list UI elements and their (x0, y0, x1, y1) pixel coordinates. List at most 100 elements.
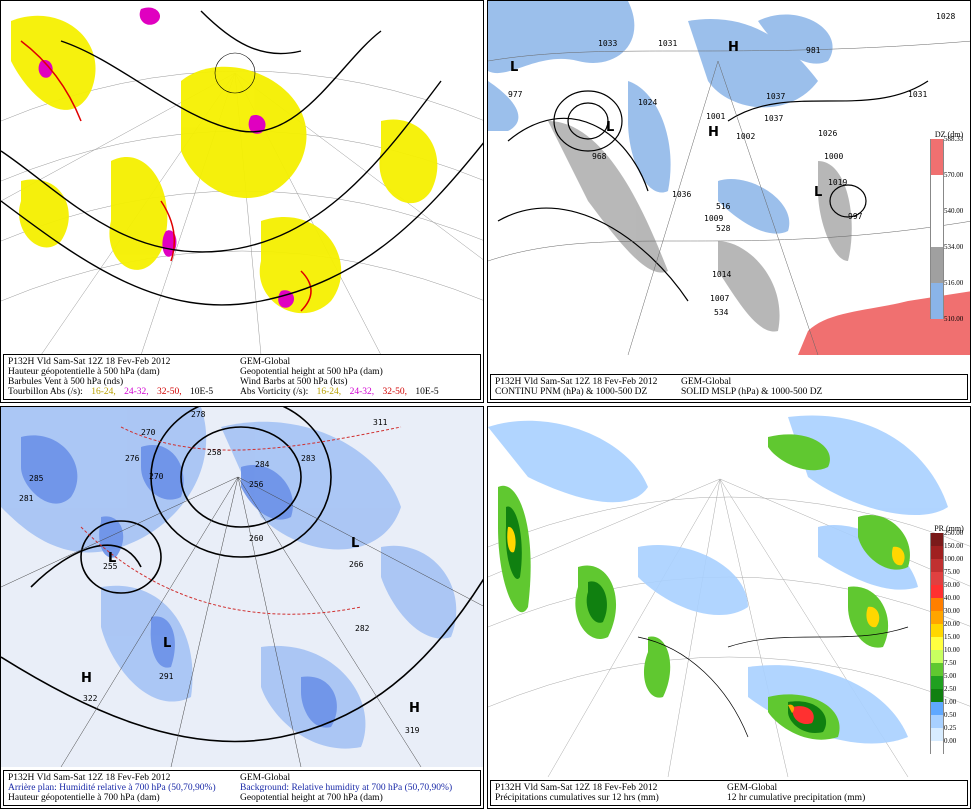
mslp-low-symbol-3: L (510, 60, 518, 75)
rh-low-symbol-1: L (108, 551, 116, 566)
precip-colorbar-label: 75.00 (944, 568, 960, 576)
mslp-line2-en: SOLID MSLP (hPa) & 1000-500 DZ (681, 387, 823, 397)
rh-label-3: 285 (29, 474, 44, 483)
precip-colorbar-step: 0.50 (930, 711, 968, 728)
vort-line4-en: Abs Vorticity (/s): 16-24, 24-32, 32-50,… (240, 387, 439, 397)
rh-label-0: 270 (141, 428, 156, 437)
precip-colorbar-step: 50.00 (930, 581, 968, 598)
precip-colorbar-steps: 250.00 150.00 100.00 75.00 50.00 40.00 30.00 20… (930, 529, 968, 754)
precip-colorbar-swatch (930, 637, 944, 650)
precip-caption: P132H Vld Sam-Sat 12Z 18 Fev-Feb 2012 GE… (490, 780, 968, 806)
rh-label-17: 284 (255, 460, 270, 469)
precip-colorbar-label: 30.00 (944, 607, 960, 615)
rh-label-7: 256 (249, 480, 264, 489)
precip-model: GEM-Global (727, 783, 778, 793)
rh-label-15: 258 (207, 448, 222, 457)
precip-colorbar-step: 1.00 (930, 698, 968, 715)
mslp-label-0: 1033 (598, 39, 617, 48)
rh-label-10: 282 (355, 624, 370, 633)
rh-low-symbol-3: L (351, 536, 359, 551)
thickness-swatch-cold (930, 283, 944, 319)
mslp-label-3: 1026 (818, 129, 837, 138)
mslp-high-symbol-1: H (728, 40, 739, 55)
precip-line2-en: 12 hr cumulative precipitation (mm) (727, 793, 866, 803)
vort-unit-en: 10E-5 (415, 387, 439, 397)
vort-unit: 10E-5 (189, 387, 214, 397)
mslp-caption: P132H Vld Sam-Sat 12Z 18 Fev-Feb 2012 GE… (490, 374, 968, 400)
thickness-label-1: 570.00 (944, 171, 964, 179)
precip-colorbar-label: 1.00 (944, 698, 957, 706)
thickness-swatch-warm (930, 139, 944, 175)
vort-line4-fr: Tourbillon Abs (/s): 16-24, 24-32, 32-50… (8, 387, 213, 397)
precip-colorbar-swatch (930, 598, 944, 611)
thickness-swatch-mid2 (930, 211, 944, 247)
precip-colorbar-swatch (930, 585, 944, 598)
precip-colorbar-label: 5.00 (944, 672, 957, 680)
thickness-label-3: 534.00 (944, 243, 964, 251)
mslp-label-17: 977 (508, 90, 523, 99)
precip-colorbar-step: 2.50 (930, 685, 968, 702)
vort-model: GEM-Global (240, 357, 291, 367)
thickness-swatch-mid (930, 175, 944, 211)
mslp-label-8: 1000 (824, 152, 843, 161)
precip-colorbar-step: 5.00 (930, 672, 968, 689)
precip-colorbar-label: 0.00 (944, 737, 957, 745)
precip-panel: PR (mm) 250.00 150.00 100.00 75.00 50.00 40.0… (487, 406, 971, 809)
vort-range-2-en: 24-32, (349, 387, 375, 397)
mslp-label-15: 1007 (710, 294, 729, 303)
rh-line2-en: Background: Relative humidity at 700 hPa… (240, 783, 453, 793)
rh-line3-en: Geopotential height at 700 hPa (dam) (240, 793, 383, 803)
rh-label-13: 322 (83, 694, 98, 703)
precip-colorbar-label: 15.00 (944, 633, 960, 641)
precip-colorbar-label: 250.00 (944, 529, 964, 537)
mslp-label-12: 968 (592, 152, 607, 161)
precip-colorbar-swatch (930, 663, 944, 676)
precip-colorbar-label: 10.00 (944, 646, 960, 654)
precip-map: PR (mm) 250.00 150.00 100.00 75.00 50.00 40.0… (488, 407, 970, 777)
precip-title: P132H Vld Sam-Sat 12Z 18 Fev-Feb 2012 (495, 783, 658, 793)
precip-colorbar: PR (mm) 250.00 150.00 100.00 75.00 50.00 40.0… (930, 525, 968, 754)
thickness-label-4: 516.00 (944, 279, 964, 287)
rh-model: GEM-Global (240, 773, 291, 783)
mslp-label-18: 981 (806, 46, 821, 55)
precip-colorbar-swatch (930, 676, 944, 689)
mslp-label-4: 1024 (638, 98, 657, 107)
mslp-panel: L H L H L 1033 1031 1028 1026 1024 1037 … (487, 0, 971, 403)
vorticity-panel: P132H Vld Sam-Sat 12Z 18 Fev-Feb 2012 GE… (0, 0, 484, 403)
humidity-caption: P132H Vld Sam-Sat 12Z 18 Fev-Feb 2012 GE… (3, 770, 481, 806)
precip-colorbar-swatch (930, 624, 944, 637)
mslp-thick-0: 516 (716, 202, 731, 211)
rh-label-12: 291 (159, 672, 174, 681)
precip-colorbar-title: PR (mm) (934, 524, 964, 533)
mslp-title: P132H Vld Sam-Sat 12Z 18 Fev-Feb 2012 (495, 377, 658, 387)
precip-colorbar-label: 2.50 (944, 685, 957, 693)
mslp-thick-1: 528 (716, 224, 731, 233)
precip-colorbar-label: 40.00 (944, 594, 960, 602)
precip-colorbar-swatch (930, 572, 944, 585)
humidity-map: L L H H L 270 276 278 285 281 283 311 25… (1, 407, 483, 767)
precip-colorbar-swatch (930, 741, 944, 754)
mslp-label-11: 997 (848, 212, 863, 221)
vort-range-1: 16-24, (91, 387, 116, 397)
thickness-colorbar: DZ (dm) 588.33 570.00 540.00 534.00 516.… (930, 131, 968, 327)
vort-line3-en: Wind Barbs at 500 hPa (kts) (240, 377, 348, 387)
precip-colorbar-step: 100.00 (930, 555, 968, 572)
vort-range-1-en: 16-24, (316, 387, 342, 397)
mslp-label-9: 1009 (704, 214, 723, 223)
precip-colorbar-step: 20.00 (930, 620, 968, 637)
precip-colorbar-swatch (930, 546, 944, 559)
precip-colorbar-swatch (930, 559, 944, 572)
precip-colorbar-swatch (930, 702, 944, 715)
rh-label-1: 276 (125, 454, 140, 463)
precip-colorbar-step: 0.25 (930, 724, 968, 741)
mslp-label-14: 1014 (712, 270, 731, 279)
mslp-high-symbol-2: H (708, 125, 719, 140)
mslp-label-13: 1036 (672, 190, 691, 199)
precip-colorbar-label: 0.25 (944, 724, 957, 732)
vort-line2-fr: Hauteur géopotentielle à 500 hPa (dam) (8, 367, 160, 377)
thickness-label-0: 588.33 (944, 135, 964, 143)
rh-high-symbol-2: H (409, 701, 420, 716)
precip-colorbar-label: 100.00 (944, 555, 964, 563)
mslp-model: GEM-Global (681, 377, 732, 387)
rh-label-9: 266 (349, 560, 364, 569)
